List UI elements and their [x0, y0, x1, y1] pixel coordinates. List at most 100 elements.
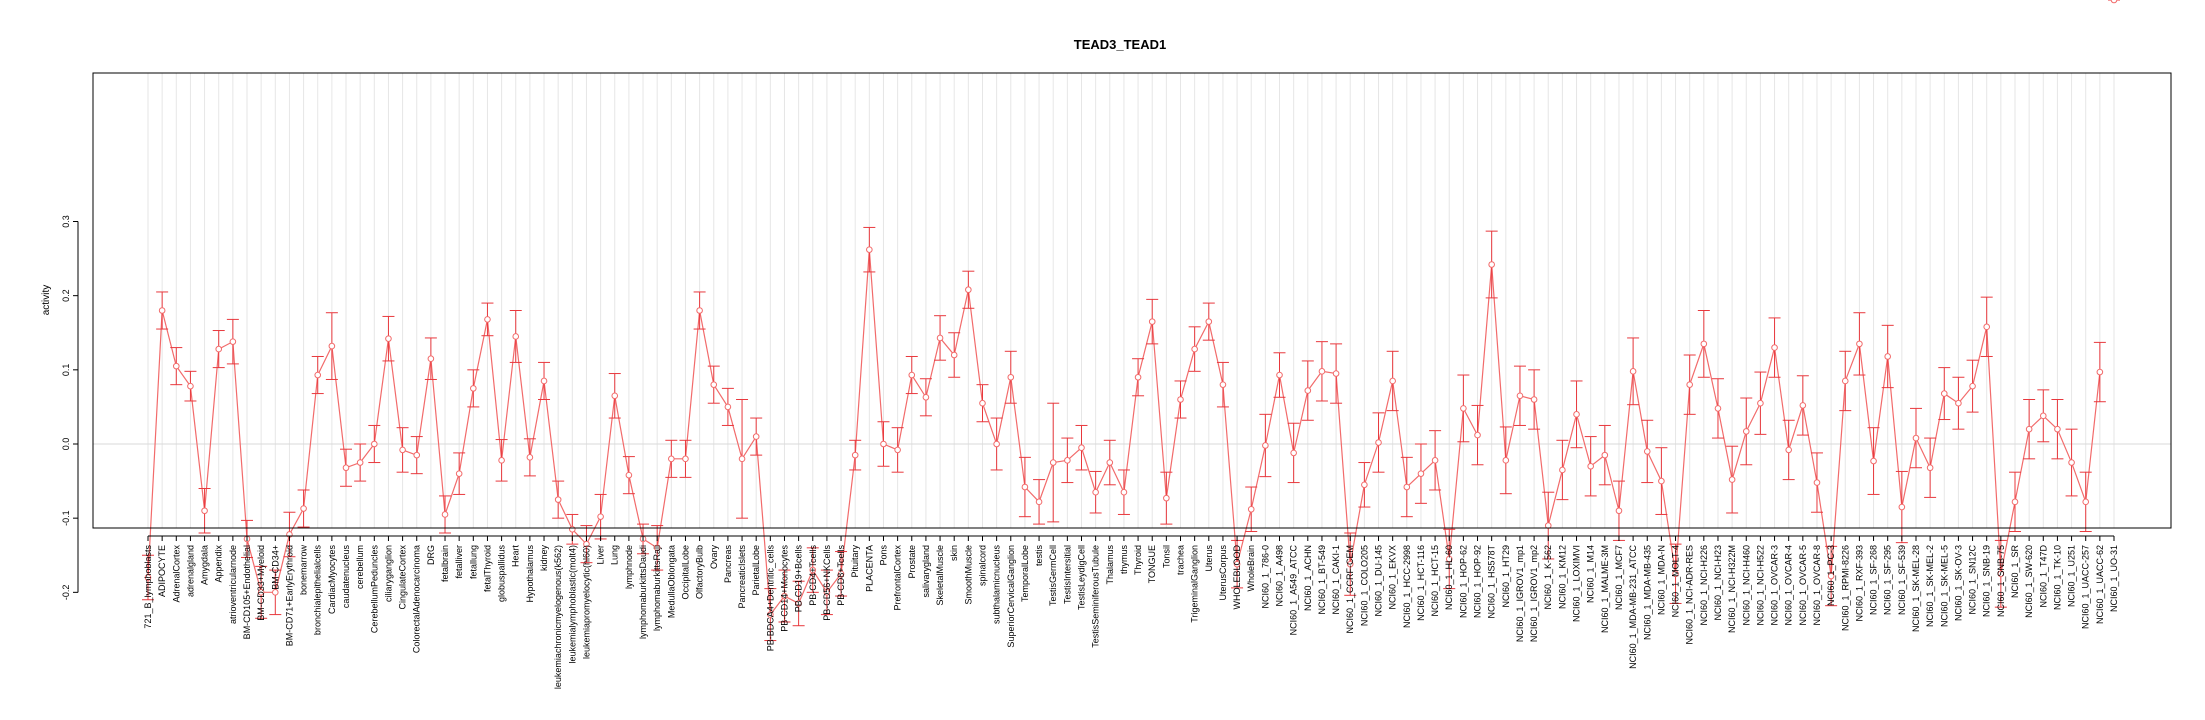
- data-point: [569, 525, 576, 533]
- x-tick-label: NCI60_1_NCI-H460: [1741, 545, 1751, 626]
- data-point: [399, 446, 406, 454]
- x-tick-label: TrigeminalGanglion: [1190, 545, 1200, 623]
- data-point: [1502, 457, 1510, 464]
- data-point: [1827, 572, 1835, 580]
- x-tick-label: Pituitary: [850, 545, 860, 578]
- x-tick-label: 721_B_lymphoblasts: [143, 545, 153, 629]
- data-point: [1686, 381, 1693, 388]
- data-point: [342, 464, 350, 472]
- x-tick-label: Pons: [878, 545, 888, 566]
- data-point: [172, 362, 180, 370]
- x-tick-label: NCI60_1_MDA-MB-231_ATCC: [1628, 545, 1638, 669]
- data-point: [271, 589, 279, 596]
- data-point: [512, 333, 520, 340]
- x-tick-label: UterusCorpus: [1218, 545, 1228, 601]
- x-tick-label: PB-CD4+Tcells: [808, 545, 818, 606]
- data-point: [696, 307, 703, 314]
- x-tick-label: TestisLeydigCell: [1076, 545, 1086, 610]
- data-point: [2110, 0, 2118, 4]
- data-point: [371, 440, 378, 448]
- data-point: [1134, 373, 1142, 381]
- data-point: [1375, 439, 1382, 446]
- data-point: [583, 540, 590, 548]
- data-point: [229, 338, 237, 345]
- x-tick-label: PrefrontalCortex: [893, 545, 903, 611]
- x-tick-label: salivarygland: [921, 545, 931, 598]
- data-point: [455, 470, 463, 477]
- data-point: [979, 399, 986, 407]
- x-tick-label: NCI60_1_NCI-H226: [1699, 545, 1709, 626]
- y-axis-label: activity: [41, 285, 52, 316]
- x-tick-label: ciliaryganglion: [383, 545, 393, 602]
- data-point: [1658, 477, 1665, 485]
- x-tick-label: NCI60_1_HCC-2998: [1402, 545, 1412, 628]
- data-point: [1742, 428, 1750, 435]
- x-tick-label: PLACENTA: [864, 545, 874, 592]
- data-point: [965, 286, 972, 294]
- x-tick-label: fetallung: [468, 545, 478, 579]
- x-tick-label: TONGUE: [1147, 545, 1157, 583]
- x-tick-label: NCI60_1_MDA-MB-435: [1642, 545, 1652, 640]
- x-tick-label: spinalcord: [977, 545, 987, 586]
- x-tick-label: NCI60_1_M14: [1586, 545, 1596, 603]
- x-tick-label: NCI60_1_SK-MEL-28: [1911, 545, 1921, 632]
- data-point: [653, 544, 661, 552]
- data-point: [2068, 459, 2075, 466]
- x-tick-label: NCI60_1_MDA-N: [1656, 545, 1666, 615]
- x-tick-label: NCI60_1_U251: [2067, 545, 2077, 607]
- x-tick-label: NCI60_1_NCI-H322M: [1727, 545, 1737, 633]
- data-point: [526, 454, 534, 461]
- data-point: [300, 505, 307, 512]
- x-tick-label: NCI60_1_SNB-75: [1996, 545, 2006, 617]
- x-tick-label: caudatenucleus: [341, 545, 351, 609]
- x-tick-label: CerebellumPeduncles: [369, 545, 379, 634]
- x-tick-label: cerebellum: [355, 545, 365, 589]
- x-tick-label: NCI60_1_NCI-ADR-RES: [1685, 545, 1695, 645]
- x-tick-label: SkeletalMuscle: [935, 545, 945, 606]
- x-tick-label: NCI60_1_SK-OV-3: [1953, 545, 1963, 621]
- data-point: [1219, 381, 1227, 388]
- x-tick-label: PB-CD56+NKCells: [822, 545, 832, 621]
- x-tick-label: subthalamicnucleus: [992, 545, 1002, 625]
- y-tick-label: 0.1: [61, 364, 71, 377]
- data-point: [1205, 318, 1213, 325]
- x-tick-label: Prostate: [907, 545, 917, 579]
- x-tick-label: bronchialepithelialcells: [313, 545, 323, 636]
- data-point: [922, 393, 930, 401]
- data-point: [484, 316, 491, 323]
- data-point: [2096, 368, 2104, 376]
- data-point: [1799, 402, 1807, 409]
- data-point: [144, 574, 152, 581]
- x-tick-label: NCI60_1_LOXIMVI: [1572, 545, 1582, 622]
- data-point: [2082, 498, 2090, 506]
- grid: [93, 73, 2171, 528]
- data-point: [554, 496, 562, 503]
- data-point: [413, 451, 421, 459]
- data-point: [597, 513, 604, 520]
- data-point: [1559, 466, 1566, 474]
- data-point: [1700, 340, 1708, 348]
- data-point: [809, 566, 817, 574]
- x-tick-label: fetalliver: [454, 545, 464, 579]
- x-tick-label: BM-CD33+Myeloid: [256, 545, 266, 621]
- data-point: [738, 455, 746, 463]
- data-point: [1488, 261, 1495, 268]
- data-point: [1163, 494, 1170, 502]
- x-tick-label: PancreaticIslets: [737, 545, 747, 609]
- x-tick-label: fetalThyroid: [482, 545, 492, 592]
- x-tick-label: NCI60_1_A498: [1275, 545, 1285, 607]
- x-tick-label: ParietalLobe: [751, 545, 761, 596]
- data-point: [1247, 505, 1255, 513]
- data-point: [866, 246, 873, 253]
- data-point: [611, 392, 619, 400]
- x-tick-label: BM-CD105+Endothelial: [242, 545, 252, 639]
- x-tick-label: NCI60_1_UO-31: [2109, 545, 2119, 612]
- x-tick-label: leukemiapromyelocytic(hl60): [581, 545, 591, 659]
- data-point: [158, 307, 166, 314]
- x-tick-label: Hypothalamus: [525, 545, 535, 603]
- data-point: [215, 345, 223, 353]
- x-tick-label: leukemialymphoblastic(molt4): [567, 545, 577, 664]
- x-tick-label: NCI60_1_IGROV1_mp1: [1515, 545, 1525, 642]
- x-tick-label: NCI60_1_MOLT-4: [1671, 545, 1681, 617]
- x-tick-label: leukemiachronicmyelogenous(k562): [553, 545, 563, 689]
